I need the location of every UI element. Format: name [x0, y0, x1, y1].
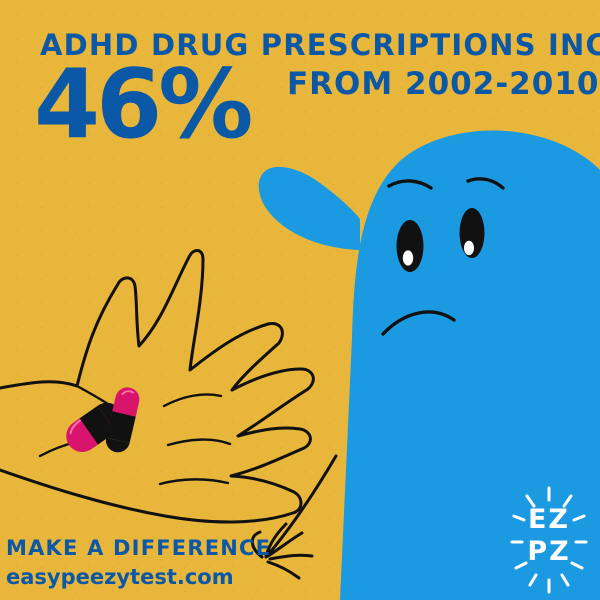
blue-character-icon	[250, 130, 600, 600]
hand-icon	[0, 249, 315, 524]
logo-line-2: PZ	[527, 536, 571, 567]
ezpz-logo-icon	[510, 486, 588, 594]
site-link[interactable]: easypeezytest.com	[6, 565, 234, 589]
percent-stat: 46%	[34, 50, 253, 160]
logo-line-1: EZ	[527, 504, 571, 535]
logo: EZ PZ	[504, 486, 594, 596]
cta-text: MAKE A DIFFERENCE	[6, 536, 272, 560]
year-range: FROM 2002-2010	[287, 66, 600, 102]
pill-icon	[66, 387, 140, 453]
headline: ADHD DRUG PRESCRIPTIONS INCREASED	[40, 28, 600, 62]
